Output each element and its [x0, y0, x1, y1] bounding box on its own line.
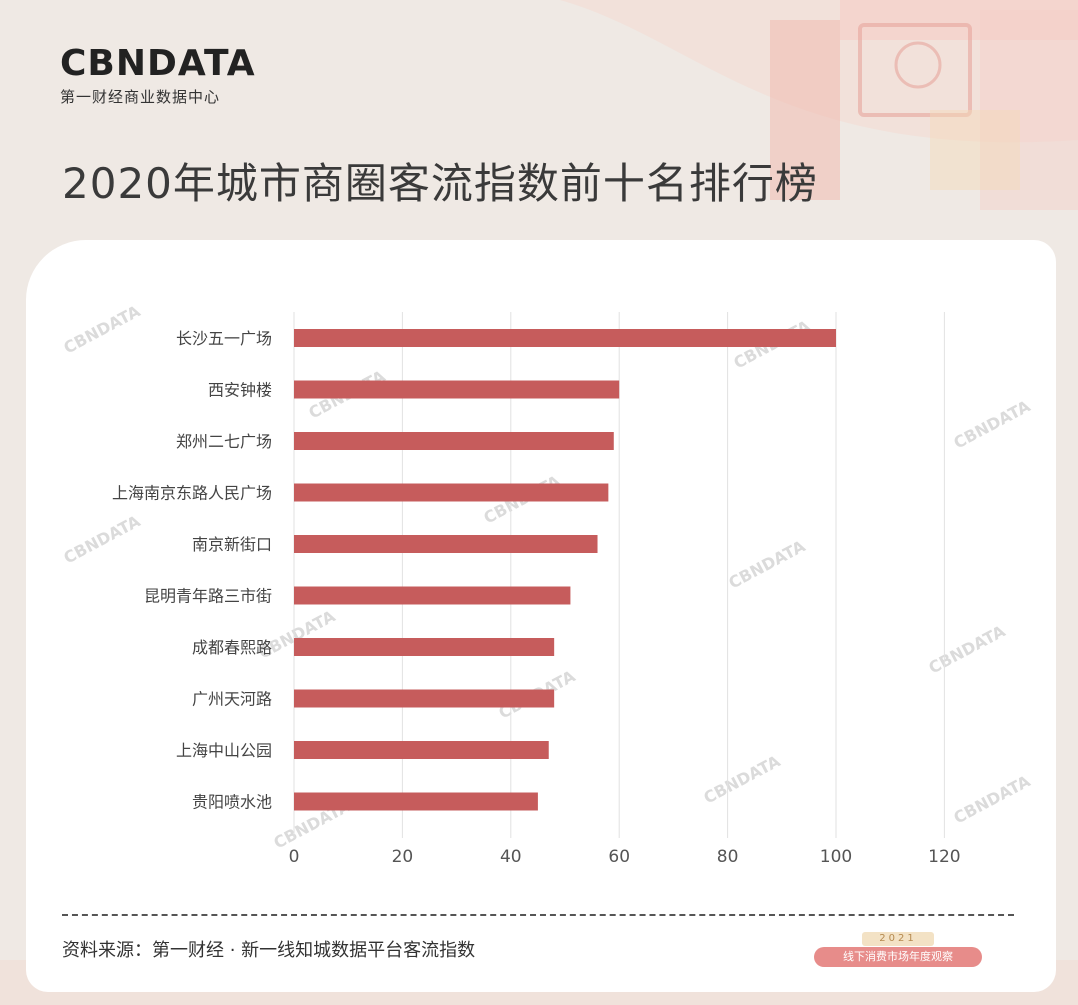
x-tick-label: 0: [289, 847, 300, 867]
page-title: 2020年城市商圈客流指数前十名排行榜: [62, 159, 818, 208]
bar: [294, 741, 549, 759]
x-tick-label: 40: [500, 847, 522, 867]
category-label: 上海中山公园: [176, 741, 272, 760]
x-tick-label: 80: [717, 847, 739, 867]
report-badge: 2021 线下消费市场年度观察: [814, 932, 982, 968]
bar: [294, 638, 555, 656]
category-label: 长沙五一广场: [176, 329, 272, 348]
x-tick-label: 120: [928, 847, 960, 867]
x-tick-label: 20: [392, 847, 414, 867]
bar: [294, 483, 609, 502]
bar: [294, 329, 836, 347]
bar: [294, 586, 571, 605]
category-label: 南京新街口: [192, 535, 272, 554]
x-tick-label: 100: [820, 847, 852, 867]
category-label: 广州天河路: [192, 690, 272, 709]
logo-tagline: 第一财经商业数据中心: [60, 88, 221, 106]
bar: [294, 792, 538, 811]
bar: [294, 432, 614, 450]
brand-logo: CBNDATA 第一财经商业数据中心: [60, 44, 256, 107]
divider: [62, 914, 1014, 916]
bar: [294, 535, 598, 553]
x-tick-label: 60: [608, 847, 630, 867]
bar: [294, 689, 555, 708]
category-label: 昆明青年路三市街: [144, 587, 272, 606]
category-label: 郑州二七广场: [176, 432, 272, 451]
bar-chart: 0 20 40 60 80 100 120 长沙五一广场西安钟楼郑州二七广场上海南京东路人民广…: [112, 312, 961, 867]
category-label: 贵阳喷水池: [192, 793, 272, 812]
source-note: 资料来源：第一财经 · 新一线知城数据平台客流指数: [62, 940, 476, 961]
category-label: 成都春熙路: [192, 638, 272, 657]
badge-year: 2021: [862, 932, 934, 946]
chart-card: [26, 240, 1056, 992]
logo-wordmark: CBNDATA: [60, 43, 256, 84]
category-label: 西安钟楼: [208, 381, 272, 400]
badge-text: 线下消费市场年度观察: [814, 947, 982, 967]
category-label: 上海南京东路人民广场: [112, 484, 272, 503]
bar: [294, 380, 620, 399]
